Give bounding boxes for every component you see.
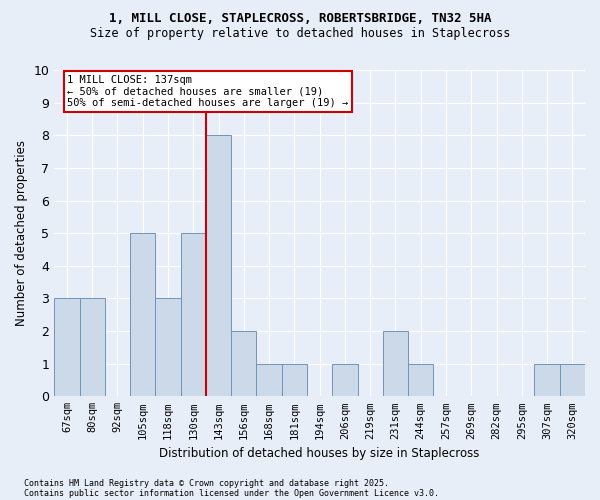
Bar (383, 331, 408, 396)
Text: Size of property relative to detached houses in Staplecross: Size of property relative to detached ho… (90, 28, 510, 40)
Bar (560, 364, 585, 396)
Y-axis label: Number of detached properties: Number of detached properties (15, 140, 28, 326)
Text: Contains public sector information licensed under the Open Government Licence v3: Contains public sector information licen… (24, 488, 439, 498)
Bar (54, 298, 80, 396)
X-axis label: Distribution of detached houses by size in Staplecross: Distribution of detached houses by size … (160, 447, 480, 460)
Bar (408, 364, 433, 396)
Text: Contains HM Land Registry data © Crown copyright and database right 2025.: Contains HM Land Registry data © Crown c… (24, 478, 389, 488)
Bar (256, 364, 282, 396)
Bar (332, 364, 358, 396)
Text: 1 MILL CLOSE: 137sqm
← 50% of detached houses are smaller (19)
50% of semi-detac: 1 MILL CLOSE: 137sqm ← 50% of detached h… (67, 75, 349, 108)
Bar (80, 298, 105, 396)
Bar (130, 233, 155, 396)
Bar (155, 298, 181, 396)
Bar (282, 364, 307, 396)
Bar (181, 233, 206, 396)
Text: 1, MILL CLOSE, STAPLECROSS, ROBERTSBRIDGE, TN32 5HA: 1, MILL CLOSE, STAPLECROSS, ROBERTSBRIDG… (109, 12, 491, 26)
Bar (206, 136, 231, 396)
Bar (535, 364, 560, 396)
Bar (231, 331, 256, 396)
